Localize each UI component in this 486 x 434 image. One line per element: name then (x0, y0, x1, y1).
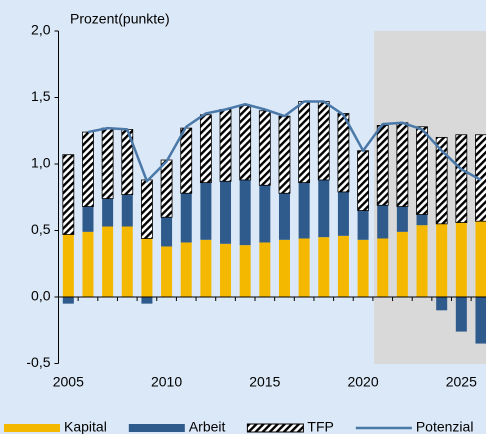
bar (396, 206, 408, 232)
legend-swatch (128, 424, 185, 432)
bar (200, 182, 212, 240)
bar (141, 297, 153, 304)
bar (436, 223, 448, 297)
legend-swatch (4, 424, 60, 432)
bar (455, 297, 467, 332)
legend-label: Arbeit (189, 419, 226, 434)
y-tick-label: 1,0 (31, 155, 51, 171)
bar (376, 125, 389, 206)
bar (416, 214, 428, 226)
bar (62, 234, 74, 297)
y-tick-label: 0,5 (31, 221, 51, 237)
bar (180, 242, 192, 297)
bar (62, 297, 74, 304)
y-tick-label: -0,5 (26, 354, 50, 370)
y-axis-label: Prozent(punkte) (70, 11, 170, 27)
bar (161, 246, 173, 297)
bar (239, 105, 252, 181)
bar (82, 206, 94, 232)
bar (377, 205, 389, 239)
bar (377, 238, 389, 297)
bar (337, 191, 349, 236)
bar (298, 182, 310, 239)
bar (161, 217, 173, 247)
bar (102, 226, 114, 297)
legend-swatch (246, 423, 304, 433)
bar (298, 238, 310, 297)
bar (278, 115, 291, 194)
bar (219, 109, 232, 182)
bar (82, 131, 94, 207)
bar (475, 221, 486, 297)
bar (396, 122, 409, 207)
legend-label: Kapital (64, 419, 107, 434)
line (87, 100, 482, 183)
bar (298, 101, 311, 184)
y-tick-label: 1,5 (31, 88, 51, 104)
bar (278, 193, 290, 240)
bar (416, 225, 428, 297)
bar (435, 136, 448, 225)
bar (82, 231, 94, 297)
bar (141, 179, 153, 239)
legend-label: Potenzial (416, 419, 474, 434)
x-tick-label: 2005 (53, 374, 84, 390)
bar (357, 239, 369, 297)
bar (199, 114, 212, 184)
bar (259, 242, 271, 297)
bar (121, 194, 133, 227)
bar (337, 235, 349, 297)
x-tick-label: 2025 (446, 374, 477, 390)
bar (200, 239, 212, 297)
bar (278, 239, 290, 297)
bar (357, 210, 369, 240)
bar (318, 237, 330, 297)
y-tick-label: 0,0 (31, 288, 51, 304)
bar (141, 238, 153, 297)
bar (396, 231, 408, 297)
bar (416, 126, 428, 215)
bar (239, 179, 251, 246)
x-tick-label: 2020 (347, 374, 378, 390)
bar (317, 101, 330, 181)
bar (160, 159, 173, 218)
bar (475, 297, 486, 344)
bar (259, 185, 271, 243)
x-tick-label: 2010 (151, 374, 182, 390)
bar (180, 193, 192, 243)
bar (102, 198, 114, 227)
bar (101, 127, 114, 199)
bar (436, 297, 448, 311)
bar (455, 134, 468, 223)
legend-label: TFP (307, 419, 333, 434)
forecast-shade (374, 31, 486, 364)
x-tick-label: 2015 (249, 374, 280, 390)
y-tick-label: 2,0 (31, 22, 51, 38)
bar (357, 150, 369, 211)
bar (239, 245, 251, 297)
bar (337, 113, 350, 193)
bar (121, 226, 133, 297)
bar (455, 222, 467, 297)
bar (62, 154, 75, 235)
bar (220, 243, 232, 297)
bar (220, 181, 232, 244)
bar (258, 110, 271, 186)
bar (180, 127, 193, 194)
bar (318, 179, 330, 238)
